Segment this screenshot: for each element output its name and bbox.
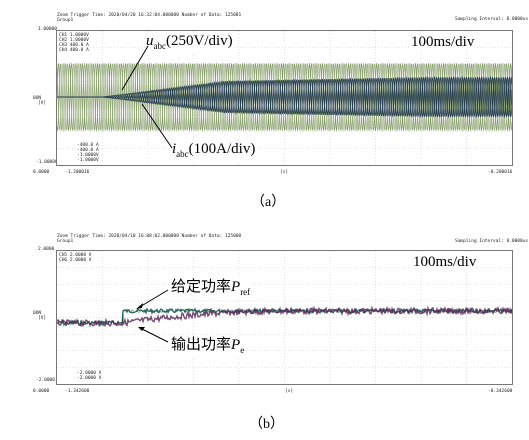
legend-line: CH2 1.0000V <box>59 38 89 43</box>
legend-line: -400.0 A <box>77 143 99 148</box>
channel-legend-bottom: -2.0000 V -2.0000 V <box>77 371 102 381</box>
legend-line: -400.0 A <box>77 148 99 153</box>
x-origin: 0.0000 <box>33 389 50 394</box>
plot-a-traces <box>57 31 512 165</box>
legend-line: -2.0000 V <box>77 376 102 381</box>
x-origin: 0.0000 <box>33 170 50 175</box>
reference-power-annotation: 给定功率Pref <box>170 278 252 300</box>
timebase-label-b: 100ms/div <box>412 254 478 270</box>
x-left-tick: -1.342600 <box>65 389 90 394</box>
legend-line: -2.0000 V <box>77 371 102 376</box>
y-mid-label: 0ON <box>33 311 42 316</box>
y-mid-label: 0ON <box>33 96 42 101</box>
channel-legend-top: CH1 1.0000V CH2 1.0000V CH3 400.0 A CH4 … <box>59 33 89 53</box>
output-power-trace <box>57 305 512 328</box>
caption-a: （a） <box>251 195 286 210</box>
oscilloscope-plot-a: CH1 1.0000V CH2 1.0000V CH3 400.0 A CH4 … <box>56 30 513 166</box>
voltage-annotation: uabc(250V/div) <box>145 33 234 54</box>
panel-a: Zoom Trigger Time: 2020/04/20 16:32:04.0… <box>0 0 529 210</box>
channel-legend-bottom: -400.0 A -400.0 A -1.0000V -1.0000V <box>77 143 99 163</box>
caption-b: （b） <box>249 417 284 432</box>
timebase-label-a: 100ms/div <box>410 34 476 50</box>
x-right-tick: -0.200016 <box>488 170 513 175</box>
plot-b-traces <box>57 251 512 384</box>
legend-line: CH1 1.0000V <box>59 33 89 38</box>
grid <box>57 251 512 384</box>
y-bottom-value: -2.0000 <box>36 378 55 383</box>
y-mid-unit: [V] <box>38 316 47 321</box>
legend-line: CH6 2.0000 V <box>59 258 92 263</box>
x-mid-unit: [s] <box>285 389 294 394</box>
header-trigger-info: Zoom Trigger Time: 2020/04/10 16:08:02.0… <box>57 234 242 239</box>
legend-line: CH4 400.0 A <box>59 48 89 53</box>
annotation-arrows-a <box>121 45 173 149</box>
header-trigger-info: Zoom Trigger Time: 2020/04/20 16:32:04.0… <box>57 13 242 18</box>
x-mid-unit: [s] <box>280 170 289 175</box>
sampling-interval: Sampling Interval: 8.0000us <box>455 17 529 22</box>
panel-b: Zoom Trigger Time: 2020/04/10 16:08:02.0… <box>0 230 529 432</box>
sampling-interval: Sampling Interval: 8.0000us <box>455 239 529 244</box>
legend-line: -1.0000V <box>77 153 99 158</box>
y-top-value: 1.00000 <box>38 27 57 32</box>
header-group: Group1 <box>57 239 74 244</box>
x-right-tick: -0.342600 <box>488 389 513 394</box>
x-left-tick: -1.200016 <box>65 170 90 175</box>
legend-line: -1.0000V <box>77 158 99 163</box>
y-bottom-value: -1.00000 <box>36 160 58 165</box>
output-power-annotation: 输出功率Pe <box>170 336 246 358</box>
annotation-arrows-b <box>136 289 169 343</box>
current-traces <box>57 75 512 119</box>
y-mid-unit: [V] <box>38 101 47 106</box>
oscilloscope-plot-b: CH5 2.0000 V CH6 2.0000 V -2.0000 V -2.0… <box>56 250 513 385</box>
legend-line: CH5 2.0000 V <box>59 253 92 258</box>
channel-legend-top: CH5 2.0000 V CH6 2.0000 V <box>59 253 92 263</box>
current-annotation: iabc(100A/div) <box>171 141 257 162</box>
y-top-value: 2.0000 <box>38 247 55 252</box>
header-group: Group1 <box>57 18 74 23</box>
legend-line: CH3 400.0 A <box>59 43 89 48</box>
